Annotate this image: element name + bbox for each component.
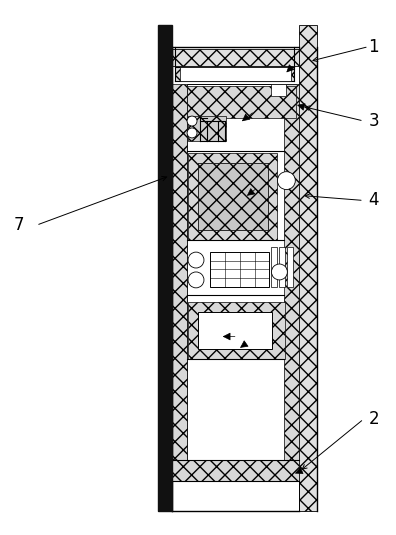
Circle shape <box>187 116 197 126</box>
Bar <box>172 460 299 482</box>
Text: 1: 1 <box>368 37 379 56</box>
Text: 4: 4 <box>369 192 379 210</box>
Text: 2: 2 <box>368 410 379 428</box>
Bar <box>172 482 299 511</box>
Bar <box>287 247 293 287</box>
Bar <box>160 462 170 490</box>
Circle shape <box>278 172 295 189</box>
Circle shape <box>188 272 204 288</box>
Bar <box>158 25 172 511</box>
Bar <box>180 67 291 81</box>
Text: 7: 7 <box>14 216 25 234</box>
Bar <box>198 312 272 349</box>
Bar <box>188 153 278 240</box>
Bar <box>187 86 296 118</box>
Bar <box>187 85 296 482</box>
Bar <box>210 252 270 287</box>
Bar <box>172 85 187 482</box>
Bar <box>158 492 172 511</box>
Bar <box>284 85 299 482</box>
Bar <box>198 163 268 230</box>
Bar <box>198 163 268 230</box>
Bar <box>188 116 226 141</box>
Text: 3: 3 <box>368 112 379 130</box>
Circle shape <box>188 252 204 268</box>
Circle shape <box>272 264 287 280</box>
Bar <box>172 49 299 66</box>
Bar <box>280 247 286 287</box>
Bar <box>172 492 299 511</box>
Bar <box>188 302 286 360</box>
Bar <box>158 460 172 492</box>
Bar <box>272 85 286 96</box>
Circle shape <box>187 128 197 138</box>
Bar <box>272 247 278 287</box>
Bar <box>160 493 170 509</box>
Bar <box>175 67 294 81</box>
Bar <box>299 25 317 511</box>
